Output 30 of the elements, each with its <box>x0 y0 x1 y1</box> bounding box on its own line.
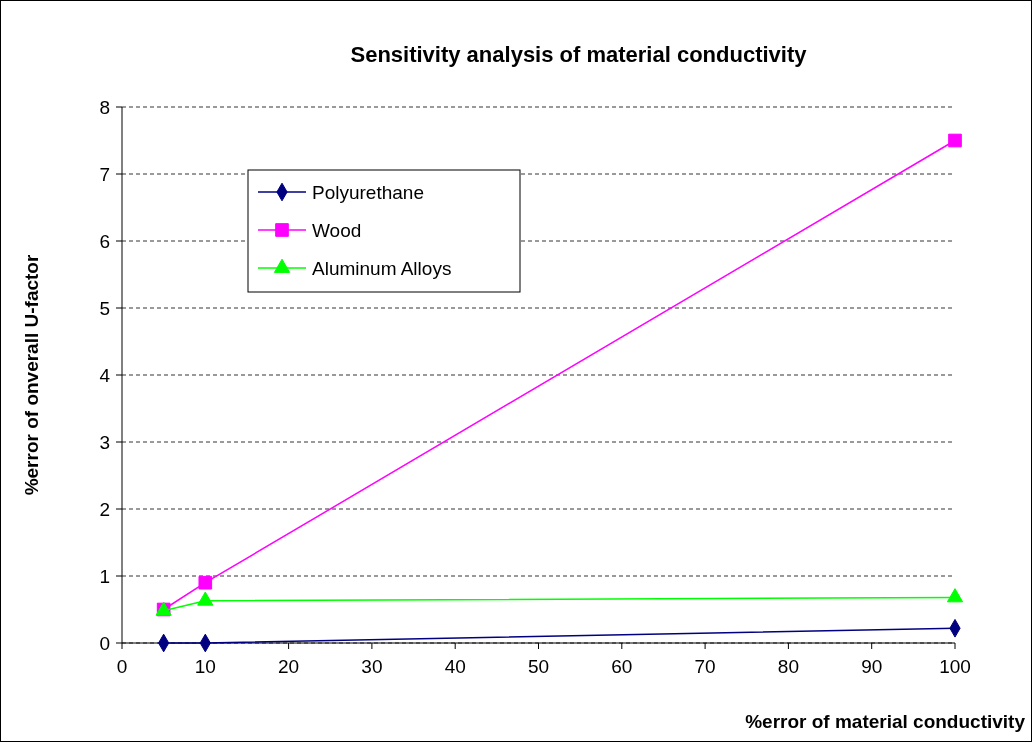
x-axis-title: %error of material conductivity <box>745 711 1026 732</box>
point <box>197 591 214 606</box>
x-tick-label: 0 <box>116 656 128 677</box>
legend-label: Aluminum Alloys <box>312 257 452 279</box>
y-tick-label: 1 <box>99 565 110 587</box>
point <box>946 588 964 603</box>
legend-label: Wood <box>312 219 362 241</box>
x-tick-label: 40 <box>444 656 466 677</box>
x-tick-label: 80 <box>777 656 799 677</box>
x-tick-label: 90 <box>861 656 883 677</box>
y-tick-label: 6 <box>99 230 110 252</box>
x-tick-label: 70 <box>694 656 716 677</box>
x-tick-label: 30 <box>361 656 383 677</box>
y-tick-label: 4 <box>99 364 111 386</box>
y-tick-label: 0 <box>99 632 110 654</box>
y-tick-label: 8 <box>99 96 110 118</box>
point <box>198 575 213 590</box>
y-axis-title: %error of onverall U-factor <box>21 254 42 496</box>
x-tick-label: 10 <box>194 656 216 677</box>
y-tick-label: 5 <box>99 297 110 319</box>
x-tick-label: 20 <box>278 656 300 677</box>
x-tick-label: 60 <box>611 656 633 677</box>
point <box>948 133 962 148</box>
x-tick-label: 100 <box>939 656 971 677</box>
chart-title: Sensitivity analysis of material conductivity <box>350 42 808 67</box>
y-tick-label: 7 <box>99 163 110 185</box>
y-tick-label: 3 <box>99 431 110 453</box>
y-tick-label: 2 <box>99 498 110 520</box>
x-tick-label: 50 <box>527 656 550 677</box>
legend-label: Polyurethane <box>312 181 424 203</box>
